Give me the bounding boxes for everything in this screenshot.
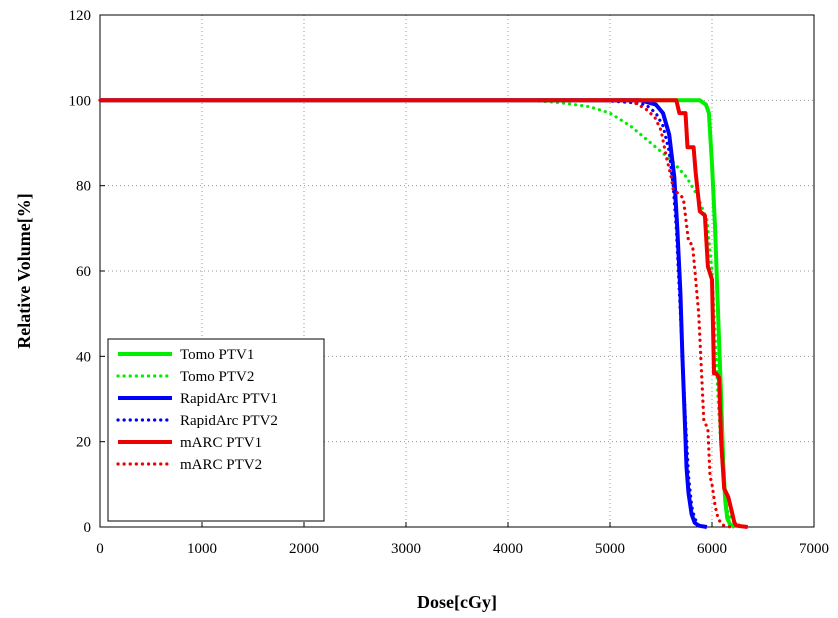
y-tick-label: 60 bbox=[76, 264, 91, 280]
legend-label: Tomo PTV1 bbox=[180, 347, 254, 363]
legend-label: RapidArc PTV2 bbox=[180, 413, 278, 429]
legend-label: mARC PTV1 bbox=[180, 435, 262, 451]
x-tick-label: 7000 bbox=[799, 541, 829, 557]
legend-label: mARC PTV2 bbox=[180, 457, 262, 473]
x-tick-label: 0 bbox=[96, 541, 104, 557]
legend-label: RapidArc PTV1 bbox=[180, 391, 278, 407]
x-tick-label: 5000 bbox=[595, 541, 625, 557]
series-line-4 bbox=[98, 98, 704, 529]
x-axis-label: Dose[cGy] bbox=[417, 592, 497, 612]
y-tick-label: 100 bbox=[69, 93, 92, 109]
x-tick-label: 2000 bbox=[289, 541, 319, 557]
y-tick-label: 0 bbox=[84, 520, 92, 536]
series-lines bbox=[98, 98, 748, 529]
y-tick-label: 40 bbox=[76, 349, 91, 365]
legend-label: Tomo PTV2 bbox=[180, 369, 254, 385]
legend: Tomo PTV1 Tomo PTV2 RapidArc PTV1 RapidArc … bbox=[107, 338, 325, 522]
y-tick-label: 80 bbox=[76, 179, 91, 195]
x-tick-label: 3000 bbox=[391, 541, 421, 557]
y-tick-label: 120 bbox=[69, 8, 92, 24]
y-tick-label: 20 bbox=[76, 435, 91, 451]
axis-ticks: 0 1000 2000 3000 4000 5000 6000 7000 0 20 40 60 80 10… bbox=[69, 8, 830, 557]
series-line-6 bbox=[98, 98, 732, 529]
x-tick-label: 1000 bbox=[187, 541, 217, 557]
series-line-5 bbox=[100, 98, 748, 529]
y-axis-label: Relative Volume[%] bbox=[14, 193, 34, 348]
x-tick-label: 6000 bbox=[697, 541, 727, 557]
x-tick-label: 4000 bbox=[493, 541, 523, 557]
series-line-1 bbox=[100, 98, 736, 529]
legend-box bbox=[107, 338, 325, 522]
